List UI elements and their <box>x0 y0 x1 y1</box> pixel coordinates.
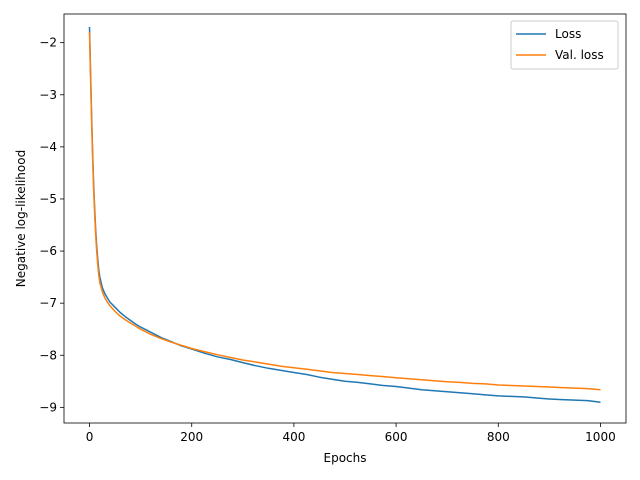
x-axis-label: Epochs <box>324 451 367 465</box>
series-line-val-loss <box>88 32 601 391</box>
x-tick-label: 200 <box>180 430 203 444</box>
y-tick-label: −3 <box>39 88 57 102</box>
y-tick-label: −4 <box>39 140 57 154</box>
y-tick-label: −7 <box>39 296 57 310</box>
y-tick-label: −6 <box>39 244 57 258</box>
x-axis: 0 200 400 600 800 1000 <box>86 423 616 444</box>
y-tick-label: −9 <box>39 400 57 414</box>
legend: Loss Val. loss <box>510 20 619 70</box>
x-tick-label: 0 <box>86 430 94 444</box>
y-axis-label: Negative log-likelihood <box>14 150 28 287</box>
series-line-loss <box>88 26 601 403</box>
y-axis: −2 −3 −4 −5 −6 −7 −8 −9 <box>39 36 64 414</box>
legend-label-val-loss: Val. loss <box>555 48 604 62</box>
x-tick-label: 800 <box>487 430 510 444</box>
legend-label-loss: Loss <box>555 27 581 41</box>
y-tick-label: −8 <box>39 348 57 362</box>
plot-lines <box>88 26 601 403</box>
legend-box <box>510 20 619 70</box>
x-tick-label: 1000 <box>585 430 616 444</box>
x-tick-label: 400 <box>282 430 305 444</box>
x-tick-label: 600 <box>385 430 408 444</box>
y-tick-label: −5 <box>39 192 57 206</box>
y-tick-label: −2 <box>39 36 57 50</box>
plot-frame <box>63 13 627 424</box>
